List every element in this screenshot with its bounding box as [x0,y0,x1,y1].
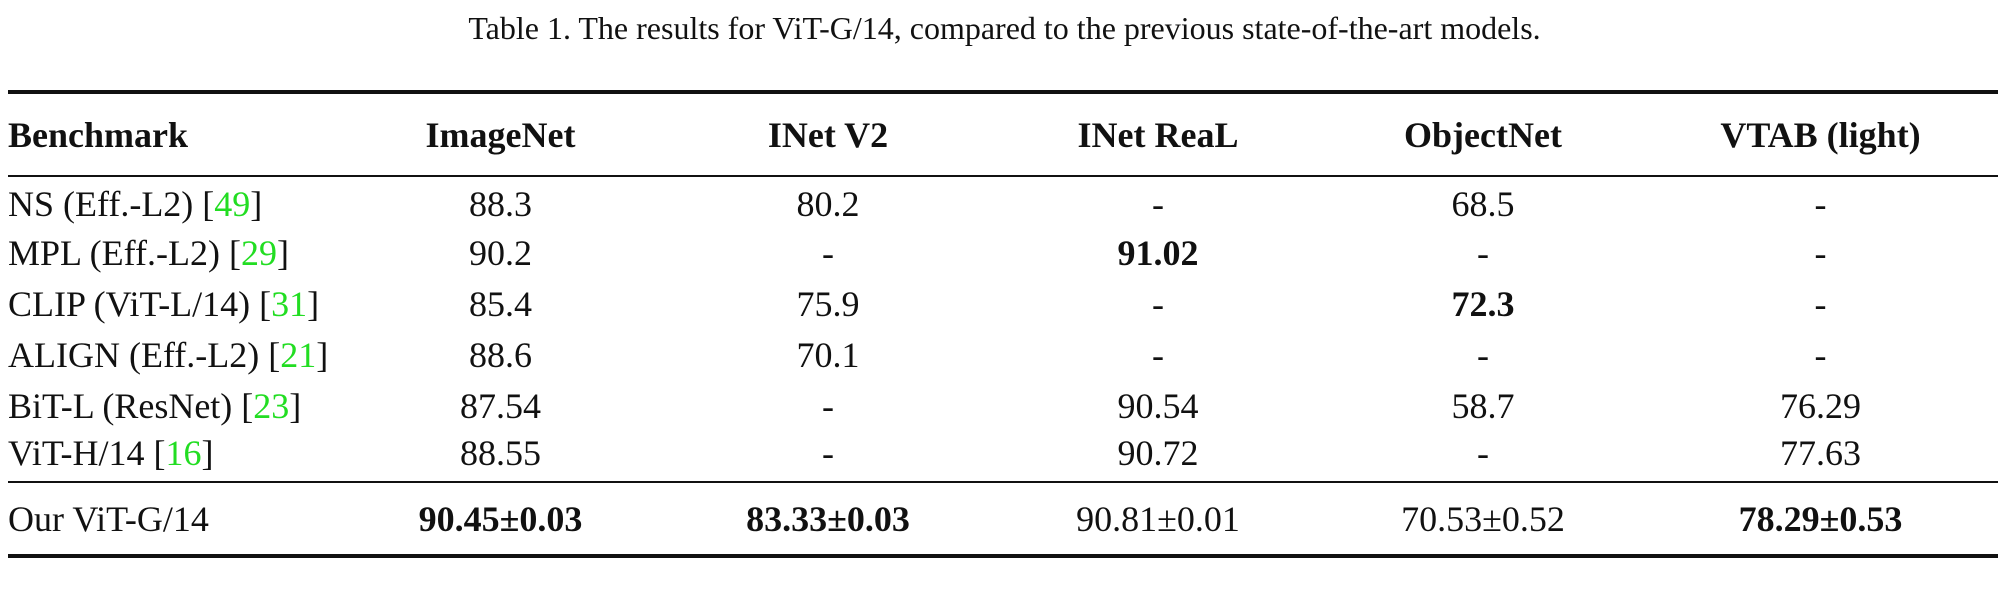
citation-link[interactable]: 49 [214,184,251,224]
score-objectnet: 68.5 [1451,184,1515,224]
score-vtab-light: - [1814,184,1827,224]
score-imagenet: 90.2 [469,232,532,273]
score-imagenet: 88.6 [469,334,532,375]
score-imagenet: 87.54 [460,385,541,426]
score-objectnet: - [1477,232,1489,273]
model-name: NS (Eff.-L2) [8,184,194,224]
model-cell: CLIP (ViT-L/14) [31] [8,283,320,324]
score-vtab-light: 77.63 [1780,433,1861,473]
score-inet-v2: - [822,385,834,426]
header-imagenet: ImageNet [338,90,663,177]
results-table: Benchmark ImageNet INet V2 INet ReaL Obj… [8,90,1998,558]
score-vtab-light: - [1814,232,1827,273]
citation-link[interactable]: 23 [253,385,290,426]
our-model-row: Our ViT-G/14 90.45±0.03 83.33±0.03 90.81… [8,481,1998,558]
our-model-rows: Our ViT-G/14 90.45±0.03 83.33±0.03 90.81… [8,481,1998,558]
score-inet-v2: 80.2 [796,184,860,224]
score-inet-v2: 83.33±0.03 [663,481,993,558]
score-objectnet: - [1477,334,1489,375]
model-name: ViT-H/14 [8,433,145,473]
header-benchmark: Benchmark [8,90,338,177]
model-cell: ALIGN (Eff.-L2) [21] [8,334,329,375]
baseline-rows: NS (Eff.-L2) [49] 88.3 80.2 - 68.5 - MPL… [8,176,1998,482]
score-inet-real: - [1152,334,1164,375]
table-row: BiT-L (ResNet) [23] 87.54 - 90.54 58.7 7… [8,380,1998,431]
score-imagenet: 88.55 [460,433,541,473]
model-cell: BiT-L (ResNet) [23] [8,385,302,426]
score-vtab-light: 78.29±0.53 [1643,481,1998,558]
score-vtab-light: 76.29 [1780,385,1861,426]
citation-link[interactable]: 21 [280,334,317,375]
header-objectnet: ObjectNet [1323,90,1643,177]
model-name: MPL (Eff.-L2) [8,232,220,273]
score-vtab-light: - [1814,334,1827,375]
citation-link[interactable]: 29 [240,232,277,273]
model-cell: MPL (Eff.-L2) [29] [8,232,289,273]
model-name: CLIP (ViT-L/14) [8,283,251,324]
score-imagenet: 88.3 [469,184,532,224]
model-name: Our ViT-G/14 [8,481,338,558]
citation-link[interactable]: 16 [165,433,202,473]
score-inet-v2: - [822,232,834,273]
table-row: ALIGN (Eff.-L2) [21] 88.6 70.1 - - - [8,329,1998,380]
model-cell: NS (Eff.-L2) [49] [8,184,263,224]
model-name: ALIGN (Eff.-L2) [8,334,260,375]
score-inet-v2: 75.9 [796,283,860,324]
model-name: BiT-L (ResNet) [8,385,233,426]
citation-link[interactable]: 31 [271,283,308,324]
header-vtab-light: VTAB (light) [1643,90,1998,177]
score-inet-real: 90.72 [1117,433,1199,473]
header-inet-real: INet ReaL [993,90,1323,177]
score-objectnet: 58.7 [1451,385,1515,426]
score-inet-real: 91.02 [1117,232,1199,273]
score-objectnet: 70.53±0.52 [1323,481,1643,558]
table-row: CLIP (ViT-L/14) [31] 85.4 75.9 - 72.3 - [8,278,1998,329]
score-inet-real: 90.81±0.01 [993,481,1323,558]
score-inet-real: - [1152,283,1164,324]
score-imagenet: 90.45±0.03 [338,481,663,558]
table-row: MPL (Eff.-L2) [29] 90.2 - 91.02 - - [8,227,1998,278]
table-header: Benchmark ImageNet INet V2 INet ReaL Obj… [8,90,1998,177]
score-imagenet: 85.4 [469,283,532,324]
score-inet-real: - [1152,184,1164,224]
score-objectnet: - [1477,433,1489,473]
table-row: NS (Eff.-L2) [49] 88.3 80.2 - 68.5 - [8,176,1998,227]
table-row: ViT-H/14 [16] 88.55 - 90.72 - 77.63 [8,431,1998,482]
model-cell: ViT-H/14 [16] [8,433,214,473]
score-objectnet: 72.3 [1451,283,1515,324]
header-inet-v2: INet V2 [663,90,993,177]
table-caption: Table 1. The results for ViT-G/14, compa… [468,10,1541,46]
score-inet-v2: - [822,433,834,473]
header-row: Benchmark ImageNet INet V2 INet ReaL Obj… [8,90,1998,177]
score-vtab-light: - [1814,283,1827,324]
score-inet-v2: 70.1 [796,334,860,375]
score-inet-real: 90.54 [1117,385,1199,426]
